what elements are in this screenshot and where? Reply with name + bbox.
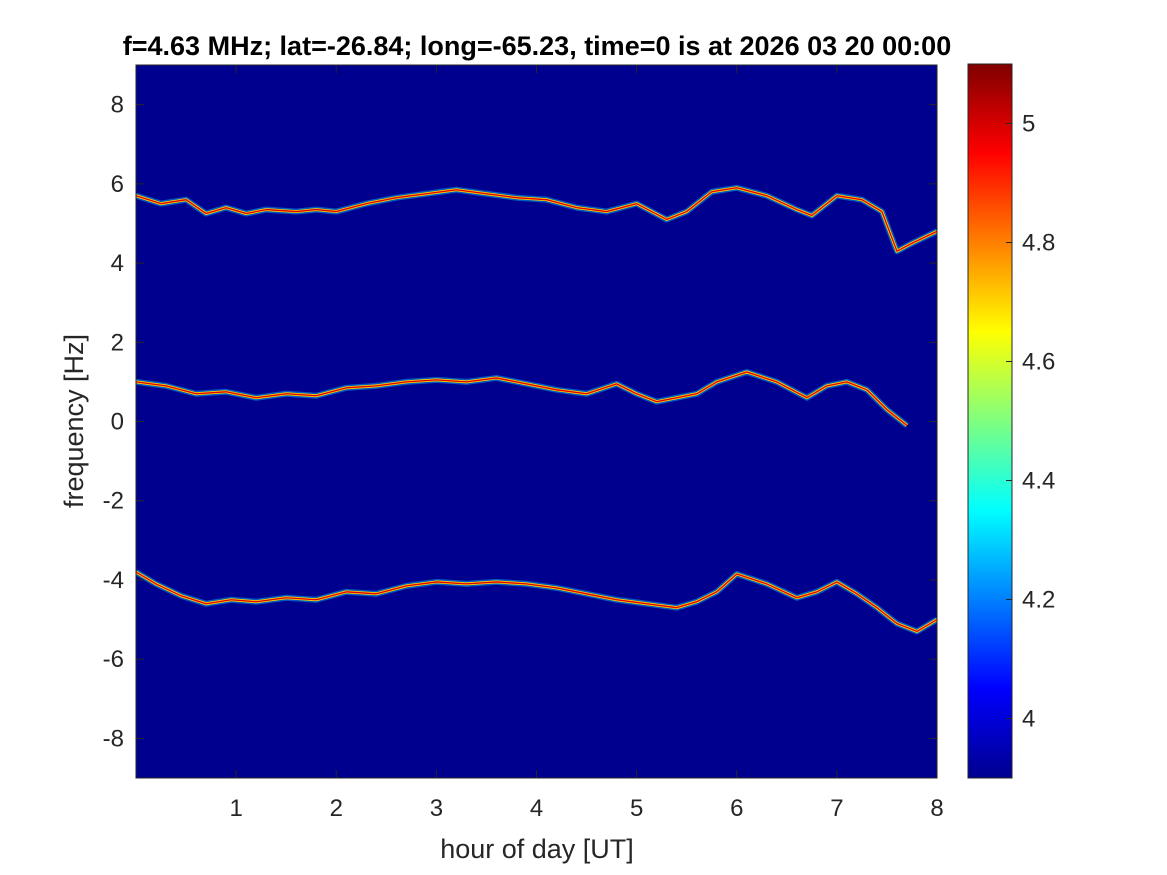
colorbar-tick-label: 5 — [1022, 111, 1035, 138]
spectral-traces — [136, 184, 937, 635]
x-tick-label: 5 — [630, 795, 643, 822]
colorbar-tick-label: 4.2 — [1022, 587, 1055, 614]
plot-area — [136, 65, 937, 778]
trace-lower-core — [136, 571, 937, 633]
colorbar-tick-label: 4.8 — [1022, 230, 1055, 257]
x-tick-label: 8 — [930, 795, 943, 822]
y-tick-label: -4 — [103, 567, 124, 594]
x-tick-label: 1 — [229, 795, 242, 822]
y-tick-label: 6 — [111, 171, 124, 198]
y-tick-label: 2 — [111, 329, 124, 356]
x-tick-label: 7 — [830, 795, 843, 822]
y-tick-label: 4 — [111, 250, 124, 277]
colorbar-tick-label: 4 — [1022, 706, 1035, 733]
trace-upper-core — [136, 187, 937, 252]
colorbar-tick-label: 4.6 — [1022, 349, 1055, 376]
colorbar-tick-label: 4.4 — [1022, 468, 1055, 495]
x-tick-label: 2 — [330, 795, 343, 822]
x-axis-label: hour of day [UT] — [440, 834, 634, 864]
trace-middle-core — [136, 371, 908, 426]
x-axis-ticks: 1 2 3 4 5 6 7 8 — [229, 65, 944, 822]
y-tick-label: 0 — [111, 409, 124, 436]
y-axis-ticks: 8 6 4 2 0 -2 -4 -6 -8 — [103, 92, 937, 752]
x-tick-label: 3 — [430, 795, 443, 822]
y-axis-label: frequency [Hz] — [59, 334, 89, 508]
x-tick-label: 6 — [730, 795, 743, 822]
y-tick-label: -8 — [103, 725, 124, 752]
colorbar — [967, 63, 1013, 779]
y-tick-label: 8 — [111, 92, 124, 119]
x-tick-label: 4 — [530, 795, 543, 822]
colorbar-ticks: 4 4.2 4.4 4.6 4.8 5 — [1006, 111, 1055, 733]
chart-title: f=4.63 MHz; lat=-26.84; long=-65.23, tim… — [123, 31, 951, 61]
y-tick-label: -2 — [103, 488, 124, 515]
y-tick-label: -6 — [103, 646, 124, 673]
